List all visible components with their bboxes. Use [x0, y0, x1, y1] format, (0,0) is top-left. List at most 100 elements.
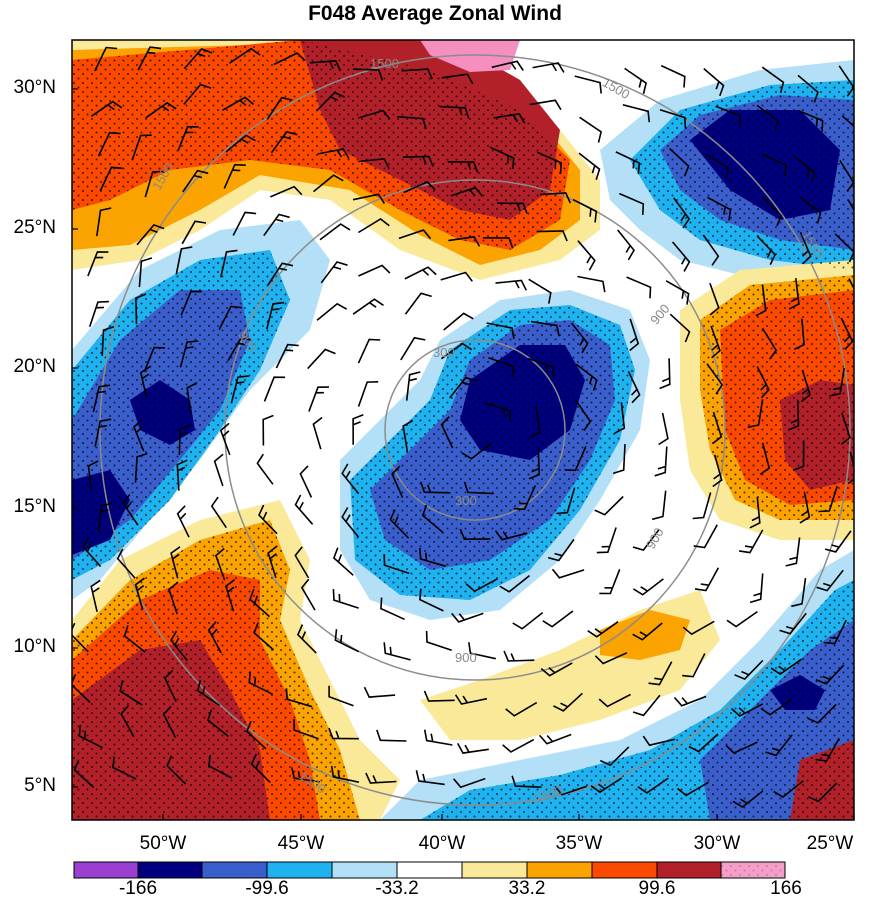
wind-barb — [176, 505, 190, 538]
height-contours — [99, 54, 851, 806]
wind-barb — [352, 298, 384, 315]
wind-barb — [491, 60, 524, 71]
wind-barb — [651, 490, 667, 521]
wind-barb — [787, 399, 800, 431]
wind-barb — [671, 241, 691, 272]
wind-barb — [632, 694, 661, 717]
wind-barb — [756, 235, 777, 265]
wind-barb — [779, 612, 807, 635]
wind-barb — [183, 48, 213, 70]
wind-barb — [179, 340, 199, 368]
wind-barb — [847, 451, 854, 485]
lat-label: 25°N — [13, 217, 56, 238]
wind-barb — [186, 381, 198, 414]
wind-barb — [73, 759, 95, 789]
wind-barb — [669, 313, 691, 343]
lat-label: 20°N — [13, 356, 56, 377]
wind-barb — [415, 770, 445, 786]
wind-barb — [692, 492, 712, 520]
wind-barb — [352, 193, 386, 205]
wind-barb — [383, 554, 410, 575]
wind-barb — [632, 528, 660, 552]
wind-barb — [180, 290, 202, 316]
wind-barb — [207, 709, 229, 738]
wind-barb — [529, 99, 562, 111]
colorbar-swatch — [526, 861, 593, 879]
lat-label: 10°N — [13, 636, 56, 657]
wind-barb — [578, 152, 601, 180]
colorbar-swatch — [137, 861, 203, 879]
wind-barb — [319, 223, 351, 241]
colorbar-tick-label: -33.2 — [375, 878, 419, 899]
wind-barb — [309, 60, 342, 72]
wind-barb — [654, 446, 668, 477]
wind-barb — [847, 199, 854, 231]
wind-barb — [421, 504, 444, 533]
wind-barb — [512, 611, 544, 630]
wind-barb — [72, 622, 89, 653]
wind-barb — [659, 358, 671, 390]
wind-barb — [556, 487, 576, 515]
wind-barb — [230, 375, 249, 403]
wind-barb — [785, 537, 801, 567]
wind-barb — [137, 46, 162, 71]
wind-barb — [94, 46, 118, 72]
wind-barb — [266, 301, 285, 330]
wind-barb — [732, 790, 764, 808]
wind-barb — [572, 198, 598, 223]
wind-barb — [596, 527, 617, 554]
wind-barb — [402, 419, 414, 452]
colorbar-tick-label: -166 — [118, 878, 158, 899]
wind-barb — [530, 406, 541, 439]
wind-barb — [358, 264, 391, 277]
wind-barb — [494, 530, 528, 541]
wind-barb — [540, 662, 573, 677]
wind-barb — [90, 579, 101, 612]
wind-barb — [402, 155, 434, 167]
colorbar-swatch — [73, 861, 139, 879]
wind-barb — [275, 343, 299, 369]
wind-barb — [441, 73, 474, 85]
wind-barb — [626, 276, 652, 299]
wind-barb — [267, 545, 278, 579]
wind-barb — [404, 266, 437, 280]
wind-barb — [564, 446, 587, 472]
wind-barb — [612, 444, 626, 475]
wind-barb — [253, 622, 275, 651]
wind-barb — [756, 366, 770, 399]
wind-barb — [131, 134, 152, 161]
wind-barb — [423, 690, 455, 702]
wind-barb — [263, 213, 290, 237]
wind-barb — [425, 630, 452, 652]
wind-barb — [840, 317, 854, 350]
wind-barb — [419, 481, 451, 494]
wind-barb — [468, 642, 496, 660]
wind-barb — [797, 74, 819, 103]
wind-barb — [761, 197, 783, 227]
wind-barb — [308, 386, 330, 412]
wind-barb — [328, 685, 354, 707]
wind-barb — [227, 337, 252, 362]
wind-barb — [627, 370, 641, 404]
wind-barb — [396, 115, 427, 130]
wind-barb — [90, 100, 123, 117]
wind-barb — [315, 91, 346, 112]
wind-barb — [632, 578, 664, 596]
wind-barb — [82, 536, 102, 568]
wind-barb — [590, 777, 623, 794]
wind-barb — [793, 318, 805, 351]
wind-barb — [570, 322, 589, 354]
wind-barb — [92, 384, 111, 413]
wind-barb — [168, 581, 179, 615]
wind-barb — [166, 755, 187, 785]
wind-barb — [816, 569, 844, 592]
wind-barb — [495, 279, 528, 291]
wind-barb — [577, 275, 606, 293]
wind-barb — [423, 729, 453, 746]
wind-barb — [398, 229, 432, 240]
wind-barb — [659, 108, 687, 129]
wind-barb — [773, 780, 804, 798]
wind-barb — [218, 305, 242, 331]
wind-barb — [808, 782, 838, 803]
wind-barb — [269, 185, 303, 198]
